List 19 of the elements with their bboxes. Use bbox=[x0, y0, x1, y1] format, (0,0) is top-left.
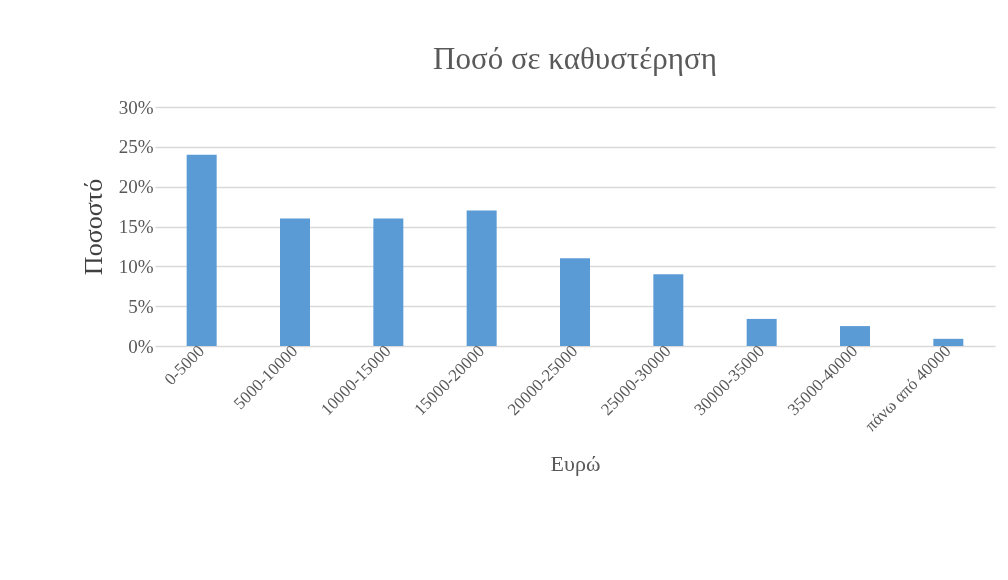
y-axis-title: Ποσοστό bbox=[78, 178, 108, 276]
bar bbox=[373, 218, 404, 346]
y-tick-label: 0% bbox=[128, 335, 154, 357]
y-tick-label: 10% bbox=[118, 255, 154, 277]
y-tick-label: 5% bbox=[128, 295, 154, 317]
x-axis-title: Ευρώ bbox=[550, 451, 601, 477]
bar bbox=[560, 258, 590, 346]
bar bbox=[466, 210, 497, 346]
y-tick-label: 15% bbox=[118, 216, 154, 237]
bar bbox=[840, 326, 870, 346]
y-tick-label: 25% bbox=[118, 136, 154, 158]
bar bbox=[746, 318, 777, 346]
bar bbox=[933, 338, 964, 346]
bar bbox=[280, 218, 310, 346]
y-tick-label: 30% bbox=[118, 96, 154, 118]
bar bbox=[653, 274, 684, 346]
y-tick-label: 20% bbox=[118, 176, 154, 198]
bar bbox=[186, 154, 217, 346]
chart-title: Ποσό σε καθυστέρηση bbox=[433, 41, 717, 76]
